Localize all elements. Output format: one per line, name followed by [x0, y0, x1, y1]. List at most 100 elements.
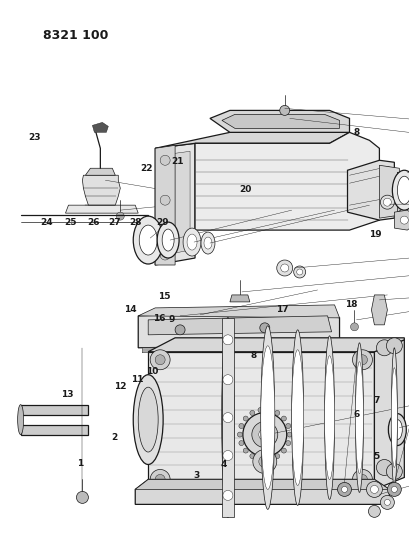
Text: 7: 7 — [373, 397, 379, 406]
Circle shape — [243, 416, 247, 421]
Circle shape — [391, 487, 396, 492]
Ellipse shape — [157, 222, 179, 258]
Circle shape — [276, 260, 292, 276]
Polygon shape — [85, 168, 115, 175]
Ellipse shape — [355, 343, 362, 492]
Circle shape — [293, 266, 305, 278]
Polygon shape — [378, 165, 398, 218]
Text: 25: 25 — [65, 219, 77, 228]
Polygon shape — [209, 110, 348, 132]
Text: 12: 12 — [113, 382, 126, 391]
Circle shape — [375, 340, 391, 356]
Circle shape — [399, 216, 407, 224]
Text: 6: 6 — [352, 410, 358, 419]
Text: 14: 14 — [124, 304, 137, 313]
Circle shape — [160, 250, 170, 260]
Text: 20: 20 — [238, 185, 251, 194]
Text: 23: 23 — [28, 133, 40, 142]
Circle shape — [259, 323, 269, 333]
Ellipse shape — [355, 362, 362, 473]
Text: 8: 8 — [353, 127, 359, 136]
Text: 19: 19 — [369, 230, 381, 239]
Circle shape — [385, 338, 401, 354]
Circle shape — [352, 470, 371, 489]
Circle shape — [238, 424, 243, 429]
Text: 13: 13 — [61, 390, 73, 399]
Circle shape — [380, 495, 393, 510]
Ellipse shape — [183, 228, 200, 256]
Polygon shape — [92, 123, 108, 132]
Ellipse shape — [18, 405, 24, 434]
Ellipse shape — [324, 336, 334, 499]
Ellipse shape — [324, 356, 334, 480]
Circle shape — [382, 198, 391, 206]
Circle shape — [281, 416, 285, 421]
Circle shape — [266, 457, 271, 462]
Circle shape — [337, 482, 351, 496]
Circle shape — [350, 323, 357, 331]
Text: 1: 1 — [77, 459, 83, 467]
Circle shape — [257, 408, 262, 413]
Ellipse shape — [260, 346, 274, 489]
Circle shape — [266, 408, 271, 413]
Circle shape — [258, 429, 270, 441]
Circle shape — [352, 350, 371, 370]
Polygon shape — [82, 175, 120, 205]
Circle shape — [285, 441, 290, 446]
Circle shape — [280, 264, 288, 272]
Circle shape — [357, 474, 366, 484]
Circle shape — [387, 482, 400, 496]
Text: 27: 27 — [108, 219, 120, 228]
Ellipse shape — [291, 350, 303, 486]
Polygon shape — [148, 352, 373, 489]
Circle shape — [249, 410, 254, 415]
Circle shape — [160, 155, 170, 165]
Text: 17: 17 — [276, 304, 288, 313]
Ellipse shape — [391, 348, 396, 487]
Circle shape — [249, 454, 254, 459]
Polygon shape — [393, 210, 409, 230]
Ellipse shape — [387, 414, 405, 446]
Circle shape — [238, 441, 243, 446]
Circle shape — [370, 486, 378, 494]
Polygon shape — [135, 480, 389, 504]
Ellipse shape — [391, 419, 401, 440]
Ellipse shape — [391, 170, 409, 210]
Circle shape — [366, 481, 382, 497]
Circle shape — [155, 474, 165, 484]
Circle shape — [385, 464, 401, 480]
Circle shape — [237, 432, 242, 437]
Circle shape — [150, 470, 170, 489]
Circle shape — [222, 375, 232, 385]
Circle shape — [222, 490, 232, 500]
Circle shape — [281, 448, 285, 453]
Circle shape — [258, 456, 270, 467]
Text: 2: 2 — [111, 433, 117, 442]
Circle shape — [252, 449, 276, 473]
Ellipse shape — [291, 330, 303, 505]
Circle shape — [341, 487, 347, 492]
Circle shape — [357, 355, 366, 365]
Text: 9: 9 — [168, 315, 174, 324]
Circle shape — [368, 505, 380, 518]
Circle shape — [222, 413, 232, 423]
Text: 5: 5 — [373, 452, 379, 461]
Circle shape — [279, 106, 289, 116]
Ellipse shape — [138, 387, 158, 452]
Text: 18: 18 — [344, 300, 357, 309]
Text: 21: 21 — [171, 157, 183, 166]
Circle shape — [296, 269, 302, 275]
Polygon shape — [142, 345, 339, 353]
Polygon shape — [155, 146, 175, 265]
Circle shape — [155, 355, 165, 365]
Ellipse shape — [133, 375, 163, 464]
Polygon shape — [371, 295, 387, 325]
Polygon shape — [138, 310, 339, 348]
Ellipse shape — [187, 234, 197, 250]
Polygon shape — [20, 405, 88, 415]
Circle shape — [384, 499, 389, 505]
Ellipse shape — [204, 237, 211, 249]
Ellipse shape — [260, 326, 274, 510]
Circle shape — [243, 448, 247, 453]
Polygon shape — [148, 316, 331, 335]
